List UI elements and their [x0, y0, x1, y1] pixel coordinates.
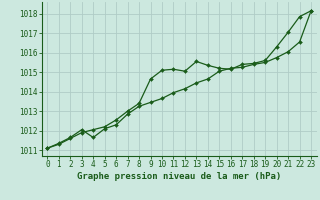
X-axis label: Graphe pression niveau de la mer (hPa): Graphe pression niveau de la mer (hPa) — [77, 172, 281, 181]
